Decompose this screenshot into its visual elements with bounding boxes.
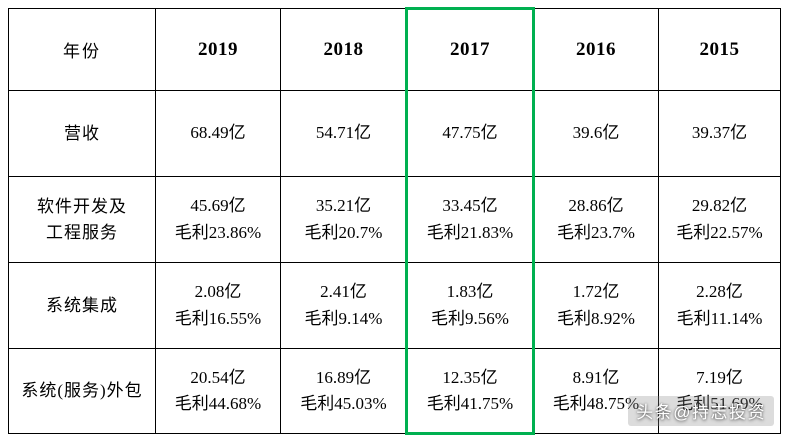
cell-software-2017: 33.45亿 毛利21.83% (406, 176, 534, 263)
cell-revenue-2018: 54.71亿 (280, 90, 407, 177)
cell-software-2016: 28.86亿 毛利23.7% (533, 176, 659, 263)
header-cell-2017: 2017 (406, 8, 534, 91)
table-row-revenue: 营收 68.49亿 54.71亿 47.75亿 39.6亿 39.37亿 (8, 90, 781, 177)
header-cell-2016: 2016 (533, 8, 659, 91)
cell-revenue-2017: 47.75亿 (406, 90, 534, 177)
header-cell-2018: 2018 (280, 8, 407, 91)
row-label-revenue: 营收 (8, 90, 156, 177)
header-cell-2019: 2019 (155, 8, 281, 91)
header-cell-year-label: 年份 (8, 8, 156, 91)
cell-integration-2015: 2.28亿 毛利11.14% (658, 262, 781, 349)
cell-outsourcing-2019: 20.54亿 毛利44.68% (155, 348, 281, 434)
cell-outsourcing-2017: 12.35亿 毛利41.75% (406, 348, 534, 434)
cell-revenue-2016: 39.6亿 (533, 90, 659, 177)
cell-integration-2017: 1.83亿 毛利9.56% (406, 262, 534, 349)
watermark: 头条@持志投资 (628, 396, 774, 426)
table-row-system-integration: 系统集成 2.08亿 毛利16.55% 2.41亿 毛利9.14% 1.83亿 … (8, 262, 781, 349)
header-cell-2015: 2015 (658, 8, 781, 91)
cell-revenue-2015: 39.37亿 (658, 90, 781, 177)
row-label-software-dev: 软件开发及 工程服务 (8, 176, 156, 263)
table-row-outsourcing: 系统(服务)外包 20.54亿 毛利44.68% 16.89亿 毛利45.03%… (8, 348, 781, 434)
cell-integration-2019: 2.08亿 毛利16.55% (155, 262, 281, 349)
cell-integration-2018: 2.41亿 毛利9.14% (280, 262, 407, 349)
cell-software-2015: 29.82亿 毛利22.57% (658, 176, 781, 263)
header-row: 年份 2019 2018 2017 2016 2015 (8, 8, 781, 91)
cell-software-2018: 35.21亿 毛利20.7% (280, 176, 407, 263)
cell-outsourcing-2016: 8.91亿 毛利48.75% (533, 348, 659, 434)
row-label-system-integration: 系统集成 (8, 262, 156, 349)
cell-software-2019: 45.69亿 毛利23.86% (155, 176, 281, 263)
table-row-software-dev: 软件开发及 工程服务 45.69亿 毛利23.86% 35.21亿 毛利20.7… (8, 176, 781, 263)
cell-outsourcing-2018: 16.89亿 毛利45.03% (280, 348, 407, 434)
cell-revenue-2019: 68.49亿 (155, 90, 281, 177)
cell-outsourcing-2015: 7.19亿 毛利51.69% (658, 348, 781, 434)
cell-integration-2016: 1.72亿 毛利8.92% (533, 262, 659, 349)
row-label-outsourcing: 系统(服务)外包 (8, 348, 156, 434)
financial-table: 年份 2019 2018 2017 2016 2015 营收 68.49亿 54… (8, 8, 781, 434)
